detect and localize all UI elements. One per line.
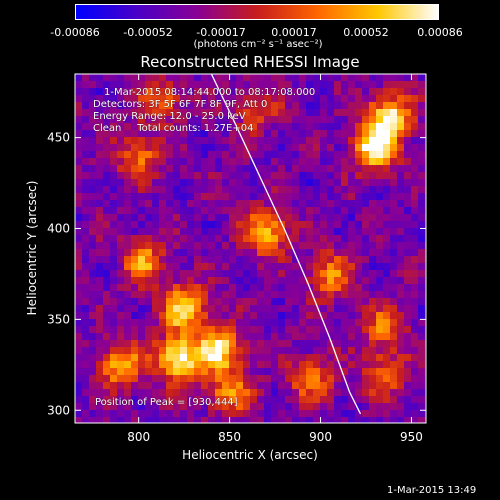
colorbar-unit-label: (photons cm⁻² s⁻¹ asec⁻²) — [193, 39, 323, 50]
colorbar-tick-label: 0.00017 — [271, 26, 317, 39]
y-tick-label: 350 — [47, 312, 70, 326]
y-tick-label: 300 — [47, 403, 70, 417]
x-axis-label: Heliocentric X (arcsec) — [182, 448, 318, 462]
colorbar-gradient — [75, 4, 439, 20]
clean-counts-text: Clean Total counts: 1.27E+04 — [93, 123, 254, 134]
colorbar-tick-label: -0.00052 — [123, 26, 173, 39]
y-tick-label: 450 — [47, 131, 70, 145]
chart-title: Reconstructed RHESSI Image — [140, 53, 360, 71]
y-axis-label: Heliocentric Y (arcsec) — [25, 180, 39, 316]
y-tick-label: 400 — [47, 222, 70, 236]
colorbar-tick-label: 0.00086 — [417, 26, 463, 39]
timestamp: 1-Mar-2015 13:49 — [387, 485, 477, 496]
x-tick-label: 800 — [127, 430, 150, 444]
colorbar-tick-label: 0.00052 — [343, 26, 389, 39]
time-range-text: 1-Mar-2015 08:14:44.000 to 08:17:08.000 — [104, 87, 316, 98]
colorbar-tick-label: -0.00017 — [196, 26, 246, 39]
detectors-text: Detectors: 3F 5F 6F 7F 8F 9F, Att 0 — [93, 99, 268, 110]
x-tick-label: 900 — [309, 430, 332, 444]
colorbar-tick-label: -0.00086 — [50, 26, 100, 39]
x-tick-label: 950 — [400, 430, 423, 444]
peak-position-text: Position of Peak = [930,444] — [95, 397, 238, 408]
x-tick-label: 850 — [218, 430, 241, 444]
colorbar — [75, 4, 439, 20]
energy-range-text: Energy Range: 12.0 - 25.0 keV — [93, 111, 246, 122]
